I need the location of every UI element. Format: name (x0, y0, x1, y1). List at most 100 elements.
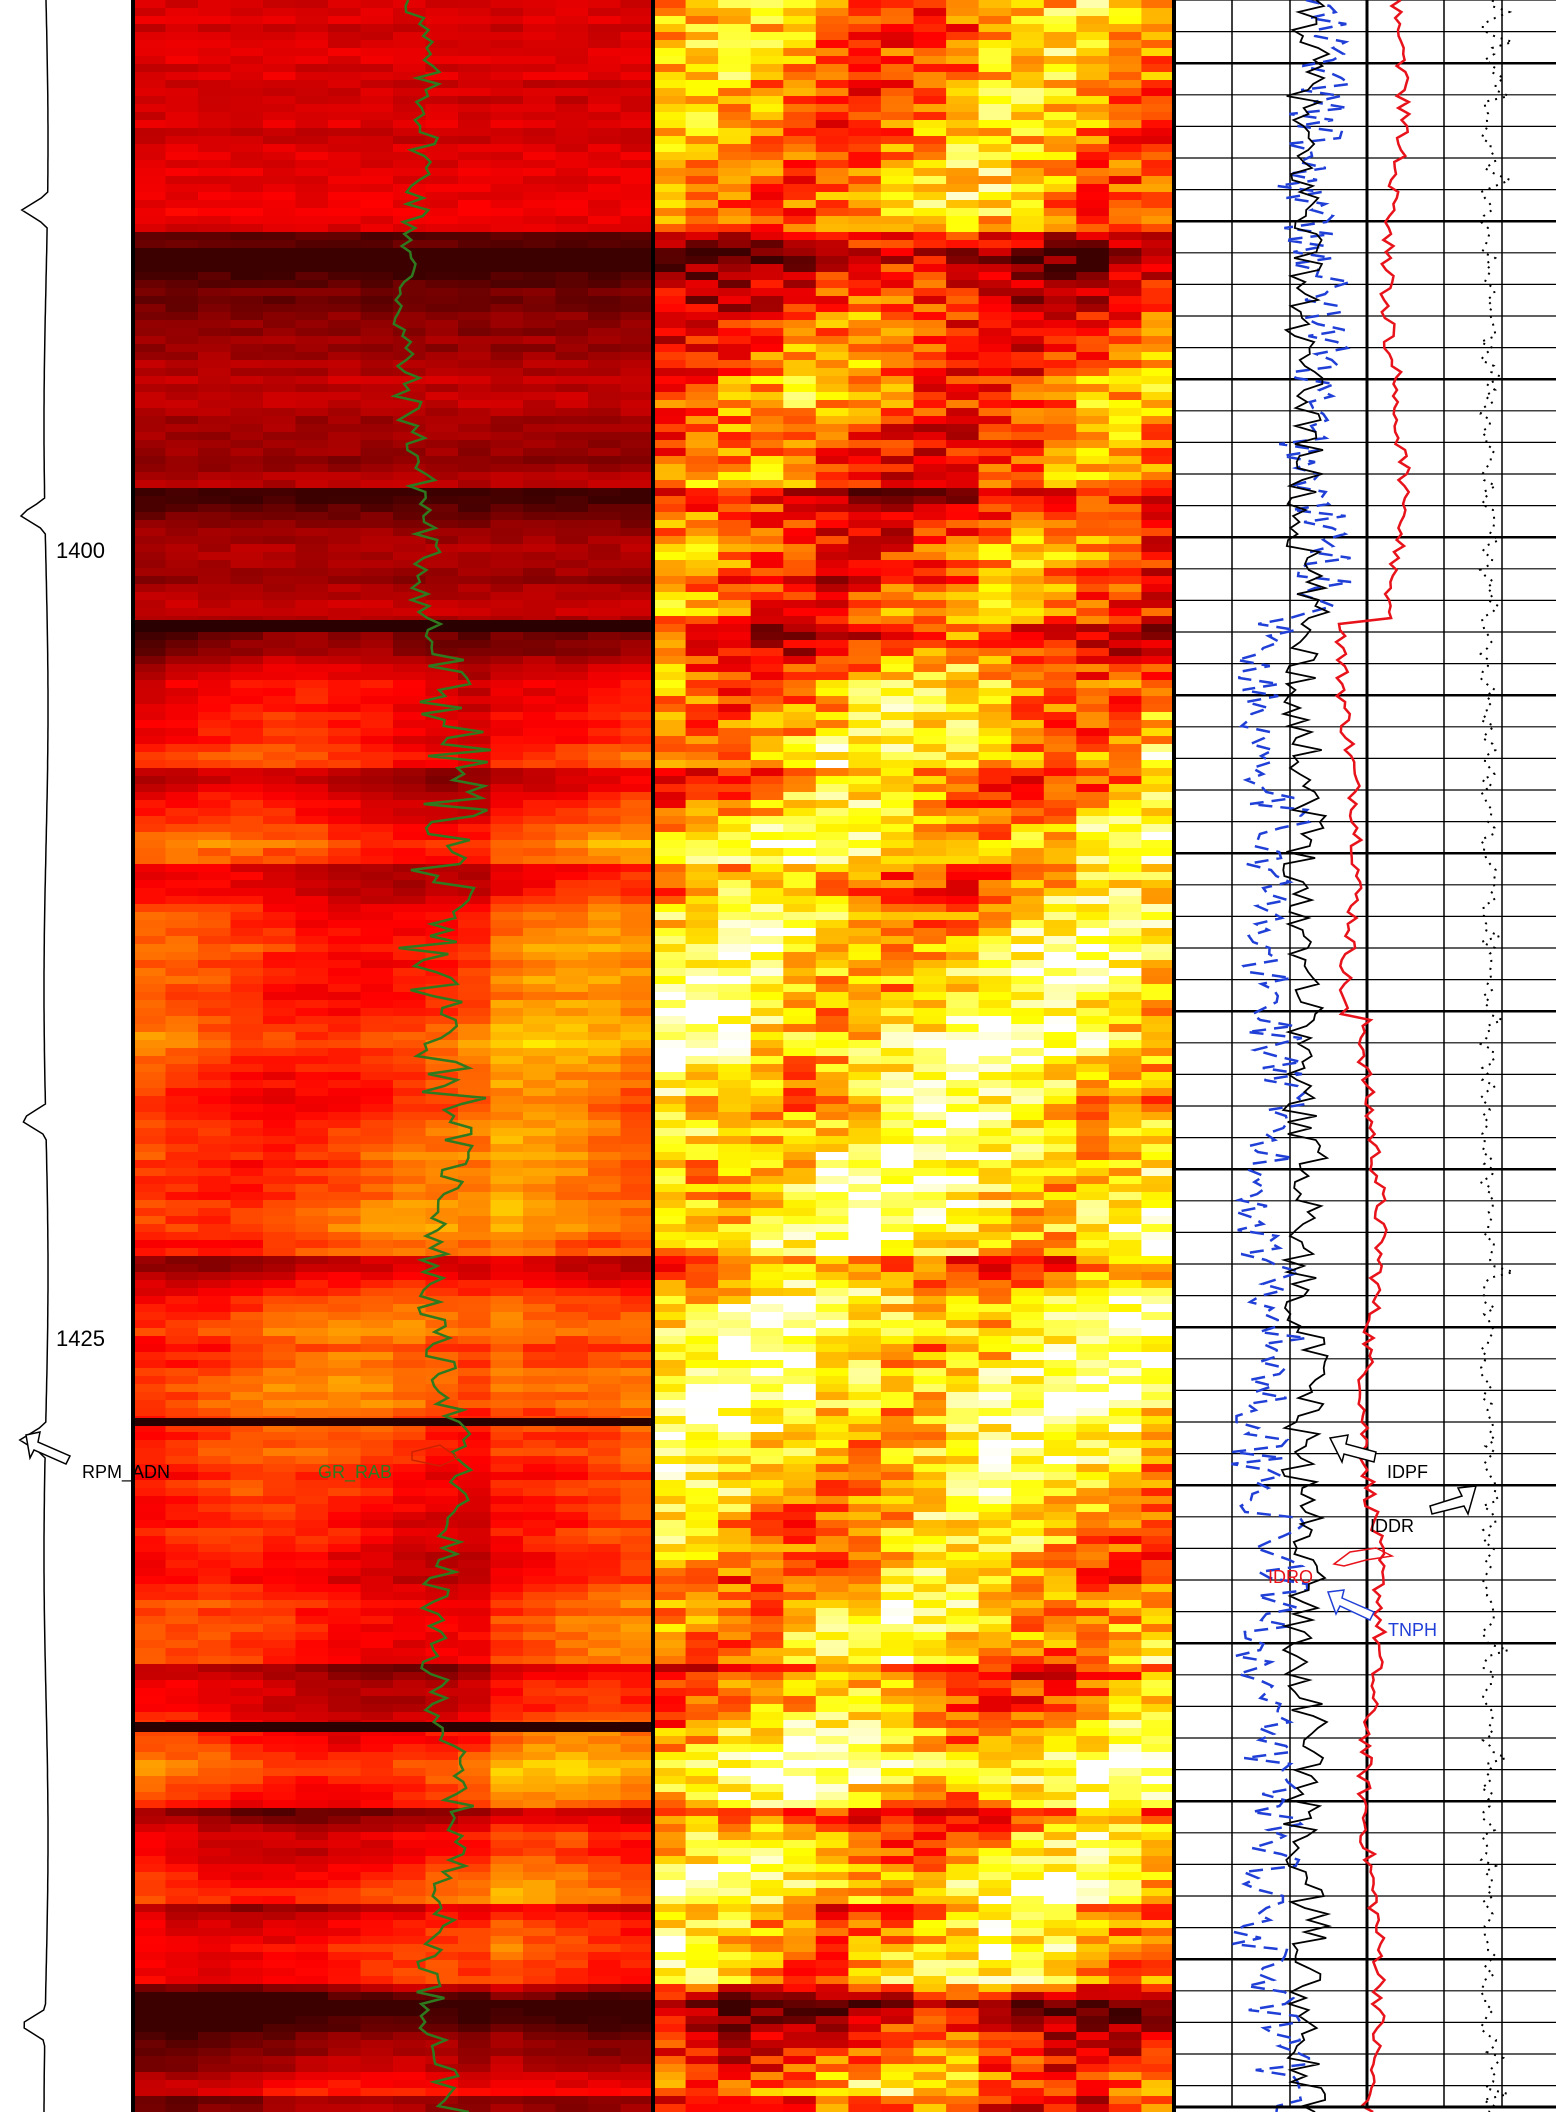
image1-cell (263, 1776, 297, 1785)
image1-cell (490, 896, 524, 905)
image1-cell (263, 120, 297, 129)
image1-cell (230, 1936, 264, 1945)
image1-cell (490, 408, 524, 417)
image1-cell (393, 2040, 427, 2049)
image1-cell (490, 1376, 524, 1385)
image1-cell (328, 1784, 362, 1793)
image1-cell (230, 464, 264, 473)
image1-cell (230, 416, 264, 425)
image1-cell (620, 1104, 654, 1113)
image1-cell (198, 2000, 232, 2009)
image1-cell (458, 1000, 492, 1009)
image1-cell (360, 1792, 394, 1801)
image1-cell (165, 2032, 199, 2041)
image1-cell (165, 1496, 199, 1505)
image1-cell (198, 496, 232, 505)
image1-cell (360, 1648, 394, 1657)
image1-cell (165, 168, 199, 177)
image1-cell (555, 296, 589, 305)
image1-cell (588, 136, 622, 145)
image1-cell (230, 1696, 264, 1705)
image1-cell (393, 1176, 427, 1185)
image1-cell (393, 256, 427, 265)
image1-cell (425, 592, 459, 601)
image2-cell (913, 104, 947, 113)
image1-cell (230, 328, 264, 337)
image1-cell (165, 984, 199, 993)
image2-cell (946, 112, 980, 121)
image1-cell (393, 1440, 427, 1449)
image1-cell (458, 168, 492, 177)
image2-cell (880, 64, 915, 73)
image1-cell (328, 2072, 362, 2081)
image2-cell (815, 88, 849, 97)
image1-cell (490, 496, 524, 505)
image2-cell (848, 312, 882, 321)
image2-cell (750, 144, 784, 153)
image1-cell (620, 1704, 654, 1713)
image1-cell (588, 1056, 622, 1065)
image1-cell (328, 16, 362, 25)
image1-cell (458, 1832, 492, 1841)
image1-cell (328, 1688, 362, 1697)
image1-cell (425, 1432, 459, 1441)
image1-cell (555, 1056, 589, 1065)
image1-cell (360, 376, 394, 385)
image1-cell (620, 1360, 654, 1369)
image1-cell (555, 672, 589, 681)
image1-cell (295, 1032, 329, 1041)
image1-cell (165, 1816, 199, 1825)
image1-cell (458, 392, 492, 401)
image1-cell (360, 1440, 394, 1449)
image1-cell (523, 1432, 557, 1441)
image1-cell (555, 1400, 589, 1409)
image1-cell (523, 448, 557, 457)
image1-cell (620, 1472, 654, 1481)
image1-cell (555, 728, 589, 737)
image1-cell (295, 856, 329, 865)
image1-cell (458, 1880, 492, 1889)
image1-cell (165, 224, 199, 233)
image1-cell (490, 1848, 524, 1857)
image2-cell (1108, 208, 1143, 217)
image2-cell (848, 256, 882, 265)
image1-cell (198, 392, 232, 401)
image1-cell (588, 160, 622, 169)
image1-cell (620, 1408, 654, 1417)
image1-cell (555, 1552, 589, 1561)
image1-cell (360, 152, 394, 161)
image1-cell (263, 1536, 297, 1545)
image2-cell (880, 192, 915, 201)
image1-cell (295, 192, 329, 201)
image1-cell (425, 1080, 459, 1089)
image1-cell (393, 1384, 427, 1393)
image1-cell (165, 1456, 199, 1465)
image1-cell (198, 64, 232, 73)
image1-cell (555, 432, 589, 441)
image1-cell (198, 704, 232, 713)
image2-cell (1011, 240, 1045, 249)
image1-cell (133, 576, 167, 585)
image1-cell (230, 1096, 264, 1105)
image1-cell (425, 192, 459, 201)
image1-cell (328, 1976, 362, 1985)
image1-cell (230, 560, 264, 569)
image1-cell (620, 1744, 654, 1753)
image1-cell (328, 672, 362, 681)
image1-cell (555, 1696, 589, 1705)
image1-cell (295, 1696, 329, 1705)
image1-cell (425, 40, 459, 49)
image2-cell (913, 56, 947, 65)
image1-cell (328, 1192, 362, 1201)
image2-cell (1011, 64, 1045, 73)
image1-cell (620, 8, 654, 17)
image1-cell (555, 368, 589, 377)
image1-cell (295, 1192, 329, 1201)
image1-cell (620, 456, 654, 465)
image2-cell (1011, 320, 1045, 329)
image1-cell (490, 880, 524, 889)
image2-cell (1141, 320, 1175, 329)
image1-cell (295, 1888, 329, 1897)
image1-cell (198, 1584, 232, 1593)
image1-cell (295, 1736, 329, 1745)
